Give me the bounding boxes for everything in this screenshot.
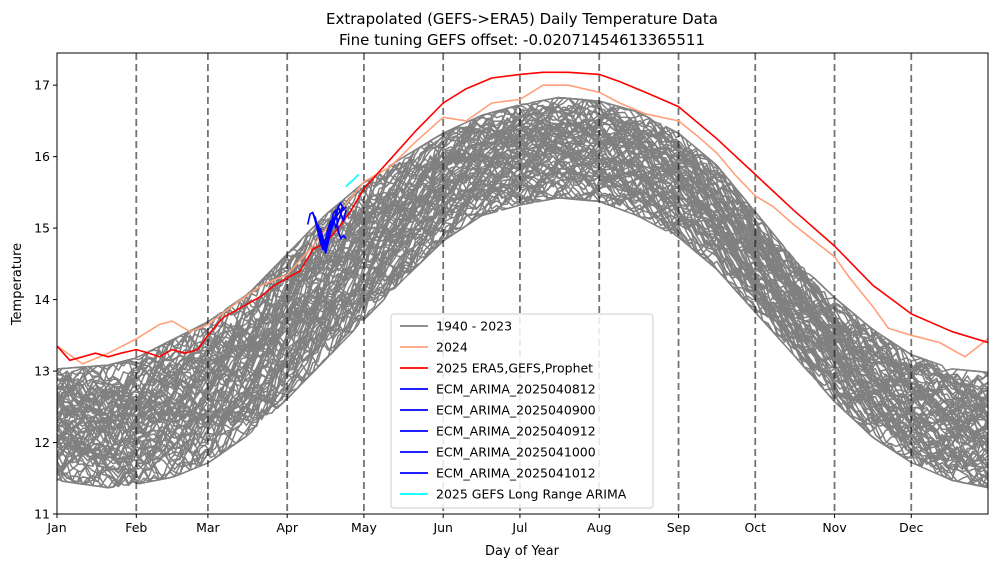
historical-year-line — [57, 99, 988, 432]
historical-year-line — [57, 101, 988, 421]
x-tick-label: Jan — [46, 520, 66, 535]
legend: 1940 - 2023 2024 2025 ERA5,GEFS,Prophet ECM… — [390, 313, 654, 509]
historical-year-line — [57, 131, 988, 468]
chart-title: Extrapolated (GEFS->ERA5) Daily Temperat… — [326, 10, 718, 28]
historical-year-line — [57, 152, 988, 471]
historical-year-line — [57, 120, 988, 440]
legend-label: ECM_ARIMA_2025041012 — [436, 466, 596, 481]
legend-label: ECM_ARIMA_2025040912 — [436, 424, 596, 439]
y-tick-label: 13 — [34, 364, 50, 379]
legend-label: 2024 — [436, 340, 468, 355]
historical-year-line — [57, 96, 988, 396]
x-tick-label: Apr — [276, 520, 298, 535]
x-axis: Jan Feb Mar Apr May Jun Jul Aug Sep Oct Nov Dec — [46, 514, 923, 535]
x-tick-label: Feb — [125, 520, 147, 535]
x-tick-label: Jun — [432, 520, 453, 535]
y-axis-title: Temperature — [10, 243, 25, 326]
historical-year-line — [57, 125, 988, 407]
legend-label: 1940 - 2023 — [436, 319, 512, 334]
historical-year-line — [57, 97, 988, 424]
y-tick-label: 15 — [34, 221, 50, 236]
series-lines — [57, 71, 988, 365]
y-tick-label: 12 — [34, 435, 50, 450]
plot-frame — [56, 52, 989, 515]
historical-year-line — [57, 136, 988, 465]
historical-year-line — [57, 164, 988, 487]
x-tick-label: Oct — [744, 520, 766, 535]
series-line — [314, 209, 347, 247]
x-tick-label: May — [351, 520, 377, 535]
y-tick-label: 16 — [34, 149, 50, 164]
legend-label: ECM_ARIMA_2025040812 — [436, 382, 596, 397]
legend-box — [390, 313, 654, 509]
x-axis-title: Day of Year — [485, 544, 560, 559]
historical-year-line — [57, 167, 988, 483]
chart-subtitle: Fine tuning GEFS offset: -0.020714546133… — [339, 31, 705, 49]
y-tick-label: 17 — [34, 78, 50, 93]
legend-label: ECM_ARIMA_2025040900 — [436, 403, 596, 418]
series-line — [319, 202, 347, 247]
x-tick-label: Jul — [511, 520, 527, 535]
x-tick-label: Aug — [587, 520, 611, 535]
historical-year-line — [57, 112, 988, 407]
y-tick-label: 11 — [34, 507, 50, 522]
legend-label: ECM_ARIMA_2025041000 — [436, 445, 596, 460]
y-axis: 11 12 13 14 15 16 17 — [34, 78, 57, 522]
legend-label: 2025 GEFS Long Range ARIMA — [436, 487, 627, 502]
legend-label: 2025 ERA5,GEFS,Prophet — [436, 361, 593, 376]
historical-lines — [57, 96, 988, 489]
y-tick-label: 14 — [34, 292, 50, 307]
series-line — [345, 173, 360, 188]
x-tick-label: Mar — [196, 520, 220, 535]
historical-year-line — [57, 155, 988, 476]
x-tick-label: Sep — [667, 520, 691, 535]
x-tick-label: Dec — [899, 520, 923, 535]
series-line — [57, 84, 988, 365]
historical-year-line — [57, 129, 988, 439]
historical-year-line — [57, 150, 988, 467]
x-tick-label: Nov — [822, 520, 847, 535]
historical-year-line — [57, 112, 988, 428]
